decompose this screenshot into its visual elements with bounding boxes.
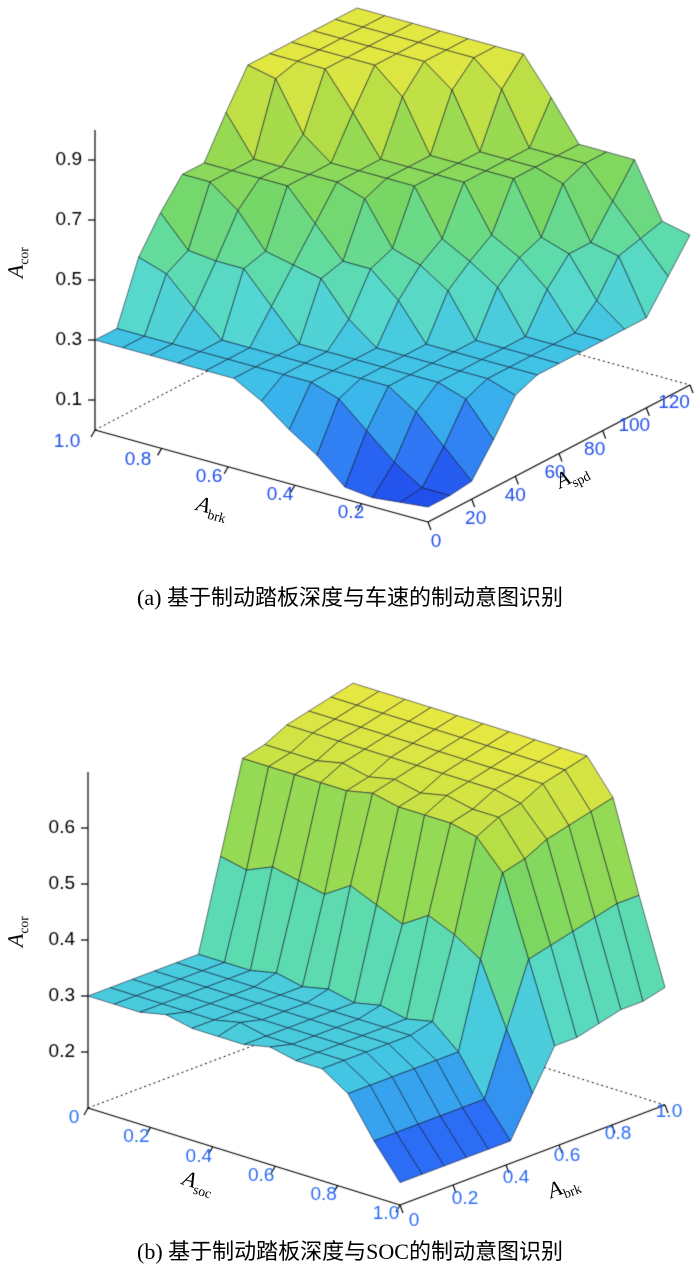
caption-b: (b) 基于制动踏板深度与SOC的制动意图识别 — [137, 1239, 563, 1264]
chart-a-z-axis-symbol: A — [2, 264, 28, 279]
chart-a-z-axis-subscript: cor — [16, 247, 32, 265]
chart-a-surface-plot: Acor Abrk Aspd — [0, 0, 700, 555]
chart-b-canvas — [0, 655, 700, 1233]
chart-b-z-axis-symbol: A — [2, 933, 28, 948]
chart-a-z-axis-label: Acor — [3, 247, 32, 278]
chart-b-z-axis-label: Acor — [3, 916, 32, 947]
chart-a-y-axis-subscript: brk — [205, 506, 228, 527]
chart-b-z-axis-subscript: cor — [16, 916, 32, 934]
chart-a-canvas — [0, 0, 700, 555]
chart-b-surface-plot: Acor Asoc Abrk — [0, 655, 700, 1233]
caption-a: (a) 基于制动踏板深度与车速的制动意图识别 — [137, 585, 563, 610]
